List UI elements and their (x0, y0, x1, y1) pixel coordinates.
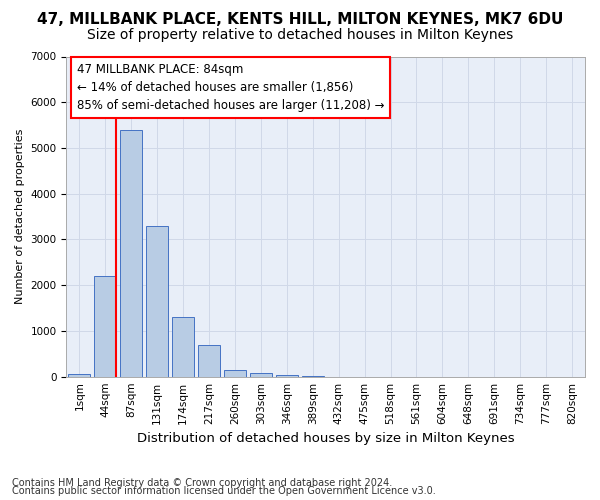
Bar (146, 226, 168, 376)
Bar (172, 317, 194, 376)
Bar (120, 130, 142, 376)
Bar (224, 370, 246, 376)
Text: 47, MILLBANK PLACE, KENTS HILL, MILTON KEYNES, MK7 6DU: 47, MILLBANK PLACE, KENTS HILL, MILTON K… (37, 12, 563, 28)
Y-axis label: Number of detached properties: Number of detached properties (15, 129, 25, 304)
Text: Contains HM Land Registry data © Crown copyright and database right 2024.: Contains HM Land Registry data © Crown c… (12, 478, 392, 488)
Bar (94, 276, 116, 376)
X-axis label: Distribution of detached houses by size in Milton Keynes: Distribution of detached houses by size … (137, 432, 515, 445)
Bar (198, 344, 220, 376)
Text: 47 MILLBANK PLACE: 84sqm
← 14% of detached houses are smaller (1,856)
85% of sem: 47 MILLBANK PLACE: 84sqm ← 14% of detach… (77, 63, 384, 112)
Bar (68, 374, 91, 376)
Text: Contains public sector information licensed under the Open Government Licence v3: Contains public sector information licen… (12, 486, 436, 496)
Text: Size of property relative to detached houses in Milton Keynes: Size of property relative to detached ho… (87, 28, 513, 42)
Bar (250, 373, 272, 376)
